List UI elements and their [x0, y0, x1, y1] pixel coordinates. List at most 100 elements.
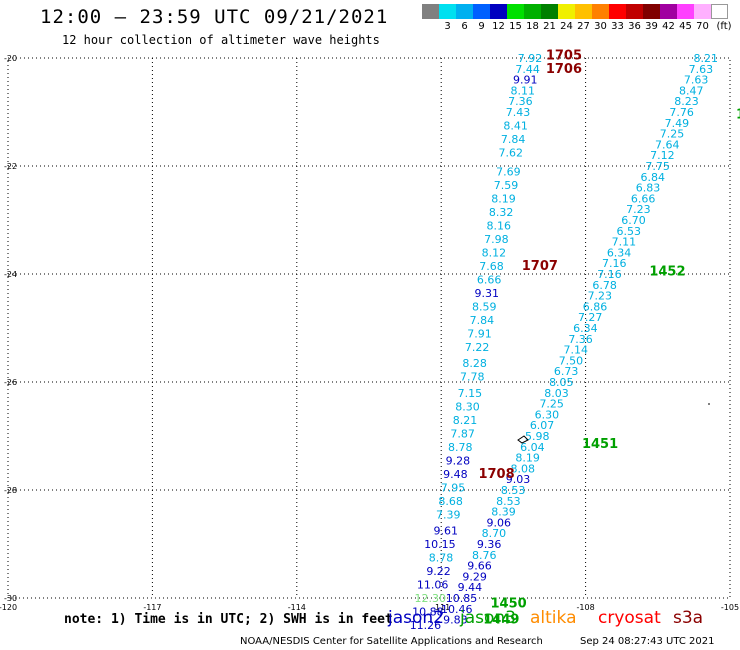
color-swatch: [507, 4, 524, 19]
pass-time-label: 1706: [546, 62, 582, 77]
wave-height-label: 7.75: [645, 160, 670, 173]
wave-height-label: 8.03: [544, 387, 569, 400]
wave-height-label: 5.98: [525, 430, 550, 443]
wave-height-label: 8.08: [511, 462, 536, 475]
wave-height-label: 11.26: [410, 619, 442, 632]
chart-subtitle: 12 hour collection of altimeter wave hei…: [62, 33, 380, 47]
y-tick-label: -20: [4, 54, 17, 63]
wave-height-label: 7.16: [602, 257, 627, 270]
wave-height-label: 7.23: [626, 203, 651, 216]
wave-height-label: 7.36: [508, 95, 533, 108]
legend-item-jason3: jason3: [460, 608, 516, 628]
wave-height-label: 9.91: [513, 74, 538, 87]
legend-item-altika: altika: [530, 608, 577, 628]
y-tick-label: -26: [4, 378, 17, 387]
wave-height-label: 7.98: [484, 233, 509, 246]
wave-height-label: 9.03: [506, 473, 531, 486]
x-tick-label: -108: [577, 603, 595, 612]
wave-height-label: 9.31: [474, 287, 499, 300]
wave-height-label: 9.61: [434, 525, 459, 538]
color-swatch: [643, 4, 660, 19]
wave-height-label: 7.63: [684, 74, 709, 87]
y-tick-label: -24: [4, 270, 17, 279]
wave-height-label: 6.34: [573, 322, 598, 335]
color-swatch: [456, 4, 473, 19]
x-tick-label: -111: [432, 603, 450, 612]
color-scale-label: 45: [679, 21, 692, 32]
footer-timestamp: Sep 24 08:27:43 UTC 2021: [580, 636, 715, 647]
wave-height-label: 6.66: [631, 192, 656, 205]
wave-height-label: 7.50: [559, 354, 584, 367]
wave-height-label: 7.68: [479, 260, 504, 273]
pass-time-label: 1707: [522, 259, 558, 274]
wave-height-label: 7.62: [499, 147, 524, 160]
color-scale-label: 9: [478, 21, 485, 32]
pass-time-label: 1452: [649, 264, 685, 279]
color-scale-label: 24: [560, 21, 573, 32]
wave-height-label: 9.36: [477, 538, 502, 551]
legend-item-cryosat: cryosat: [598, 608, 661, 628]
wave-height-label: 7.84: [501, 133, 526, 146]
footer-org: NOAA/NESDIS Center for Satellite Applica…: [240, 636, 543, 647]
wave-height-label: 11.06: [417, 579, 449, 592]
wave-height-label: 7.59: [494, 179, 519, 192]
color-scale: 3 6 9 12 15 18 21 24 27 30 33 36 39 42 45 70 (ft): [422, 4, 732, 33]
island-outline: [517, 435, 529, 444]
wave-height-label: 7.15: [458, 387, 483, 400]
markers: [517, 403, 710, 444]
color-scale-label: 30: [594, 21, 607, 32]
color-scale-label: 70: [696, 21, 709, 32]
wave-height-label: 8.47: [679, 84, 704, 97]
wave-height-label: 8.76: [472, 549, 497, 562]
wave-height-label: 7.87: [450, 427, 475, 440]
color-scale-label: 3: [444, 21, 451, 32]
x-tick-label: -105: [721, 603, 739, 612]
wave-height-label: 8.78: [448, 441, 473, 454]
y-tick-label: -22: [4, 162, 17, 171]
color-swatch: [677, 4, 694, 19]
wave-height-label: 9.83: [443, 614, 468, 627]
axes: -120 -117 -114 -111 -108 -105 -20 -22 -24 -26 -28 -…: [0, 54, 739, 612]
wave-height-label: 8.32: [489, 206, 514, 219]
wave-height-label: 8.21: [453, 414, 478, 427]
y-tick-label: -28: [4, 486, 17, 495]
wave-height-label: 8.12: [482, 246, 507, 259]
pass-time-label: 1451: [582, 437, 618, 452]
x-tick-label: -120: [0, 603, 17, 612]
wave-height-label: 6.66: [477, 273, 502, 286]
note-text: note: 1) Time is in UTC; 2) SWH is in fe…: [64, 612, 393, 627]
wave-height-label: 10.85: [446, 592, 478, 605]
wave-height-label: 7.78: [460, 371, 485, 384]
wave-height-label: 6.34: [607, 246, 632, 259]
wave-height-label: 9.44: [458, 581, 483, 594]
wave-height-label: 7.44: [515, 63, 540, 76]
wave-height-labels: 7.927.449.918.117.367.438.417.847.627.69…: [410, 52, 718, 632]
wave-height-label: 7.23: [588, 290, 613, 303]
color-swatch: [524, 4, 541, 19]
wave-height-label: 8.41: [503, 120, 528, 133]
wave-height-label: 10.15: [424, 538, 456, 551]
wave-height-label: 7.76: [669, 106, 694, 119]
wave-height-label: 6.78: [592, 279, 617, 292]
wave-height-label: 9.48: [443, 468, 468, 481]
wave-height-label: 7.39: [436, 508, 461, 521]
wave-height-label: 9.22: [426, 565, 451, 578]
wave-height-label: 6.07: [530, 419, 555, 432]
wave-height-label: 7.14: [564, 344, 589, 357]
wave-height-label: 8.16: [486, 219, 511, 232]
wave-height-label: 8.68: [438, 495, 463, 508]
wave-height-label: 7.63: [689, 63, 714, 76]
color-swatch: [439, 4, 456, 19]
wave-height-label: 7.22: [465, 341, 490, 354]
color-scale-label: 33: [611, 21, 624, 32]
y-tick-label: -30: [4, 594, 17, 603]
wave-height-label: 8.53: [496, 495, 521, 508]
wave-height-label: 7.64: [655, 138, 680, 151]
wave-height-label: 7.25: [539, 398, 564, 411]
color-swatch: [490, 4, 507, 19]
color-swatch: [558, 4, 575, 19]
wave-height-label: 10.46: [441, 603, 473, 616]
wave-height-label: 8.53: [501, 484, 526, 497]
wave-height-label: 7.16: [597, 268, 622, 281]
